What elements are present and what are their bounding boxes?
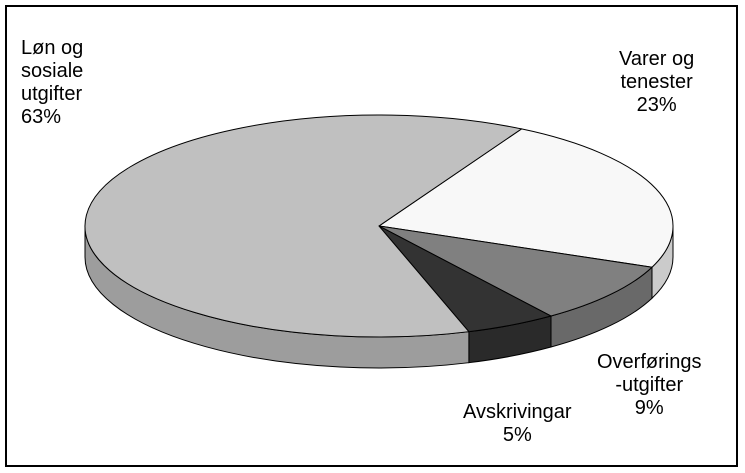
pie-chart: [84, 114, 674, 369]
pie-slice-2: [378, 225, 654, 317]
label-varer-og-tenester: Varer og tenester 23%: [619, 48, 695, 116]
label-lon-og-sosiale-utgifter: Løn og sosiale utgifter 63%: [21, 37, 84, 128]
label-avskrivingar: Avskrivingar 5%: [463, 401, 572, 446]
chart-frame: Løn og sosiale utgifter 63% Varer og ten…: [5, 5, 738, 467]
pie-slice-0: [84, 114, 523, 338]
label-overforings-utgifter: Overførings -utgifter 9%: [597, 351, 702, 419]
pie-slice-1: [377, 128, 674, 268]
